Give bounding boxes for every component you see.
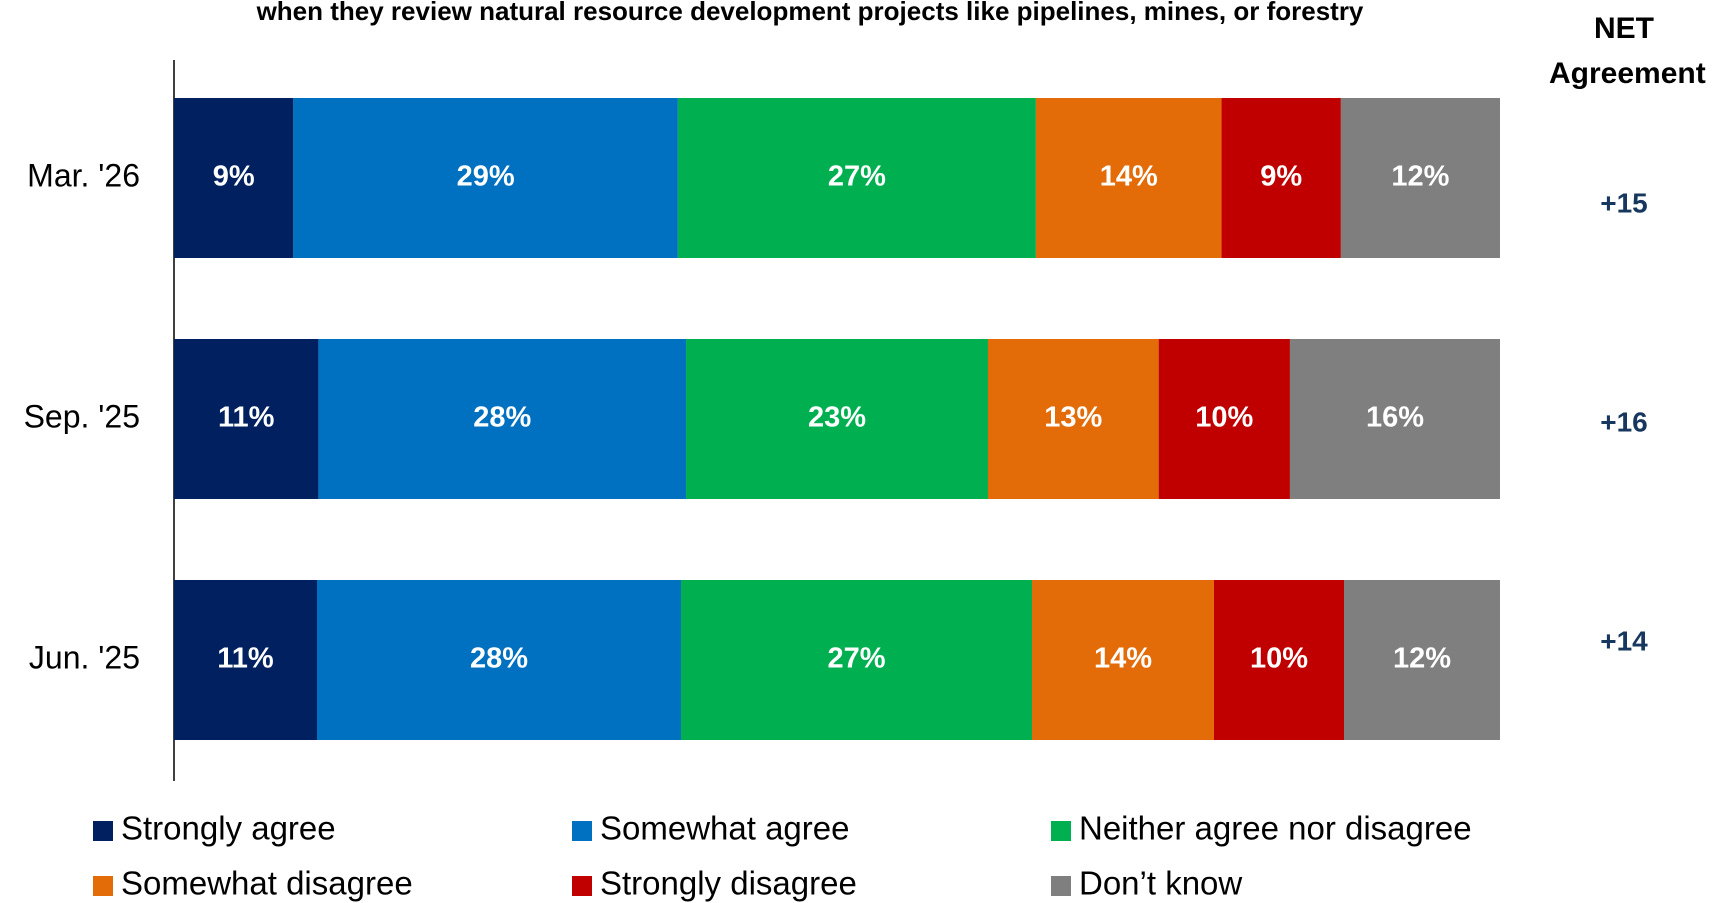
data-label: 9% [1260, 161, 1302, 193]
bar-segment [677, 98, 1036, 258]
data-label: 27% [827, 643, 885, 675]
bar-segment [686, 339, 988, 499]
bar-segment [681, 580, 1032, 740]
data-label: 12% [1393, 643, 1451, 675]
bar-segment [174, 580, 317, 740]
legend-swatch [93, 821, 113, 841]
y-tick-label: Jun. '25 [29, 639, 140, 675]
net-title: NET Agreement [1549, 12, 1706, 90]
bar-segment [174, 339, 319, 499]
bar-segment [1035, 98, 1222, 258]
data-label: 28% [473, 402, 531, 434]
y-tick-label: Mar. '26 [27, 157, 140, 193]
net-value: +14 [1600, 625, 1648, 656]
legend-label: Don’t know [1079, 865, 1242, 902]
data-label: 28% [470, 643, 528, 675]
data-label: 10% [1250, 643, 1308, 675]
data-label: 10% [1195, 402, 1253, 434]
bar-segment [1032, 580, 1214, 740]
data-label: 13% [1044, 402, 1102, 434]
legend-label: Neither agree nor disagree [1079, 810, 1472, 847]
data-label: 29% [457, 161, 515, 193]
data-label: 12% [1391, 161, 1449, 193]
legend-label: Strongly disagree [600, 865, 857, 902]
legend-label: Somewhat disagree [121, 865, 413, 902]
legend-label: Somewhat agree [600, 810, 849, 847]
data-label: 23% [808, 402, 866, 434]
data-label: 14% [1100, 161, 1158, 193]
bar-segment [1221, 98, 1341, 258]
data-label: 14% [1094, 643, 1152, 675]
bar-segment [1289, 339, 1500, 499]
bar-segment [318, 339, 687, 499]
y-tick-label: Sep. '25 [24, 398, 140, 434]
chart-title: when they review natural resource develo… [256, 0, 1364, 26]
net-value: +15 [1600, 187, 1648, 218]
legend-swatch [1051, 876, 1071, 896]
data-label: 11% [218, 402, 275, 434]
bar-segment [987, 339, 1159, 499]
legend-swatch [93, 876, 113, 896]
legend-swatch [572, 821, 592, 841]
data-label: 27% [828, 161, 886, 193]
bar-segment [1340, 98, 1500, 258]
bar-segment [293, 98, 678, 258]
bar-segment [1344, 580, 1500, 740]
data-label: 11% [217, 643, 274, 675]
data-label: 16% [1366, 402, 1424, 434]
bar-segment [174, 98, 294, 258]
legend-swatch [1051, 821, 1071, 841]
data-label: 9% [213, 161, 255, 193]
net-value: +16 [1600, 406, 1648, 437]
bar-segment [317, 580, 681, 740]
bar-segment [1214, 580, 1344, 740]
legend-swatch [572, 876, 592, 896]
legend-label: Strongly agree [121, 810, 336, 847]
bar-segment [1158, 339, 1290, 499]
